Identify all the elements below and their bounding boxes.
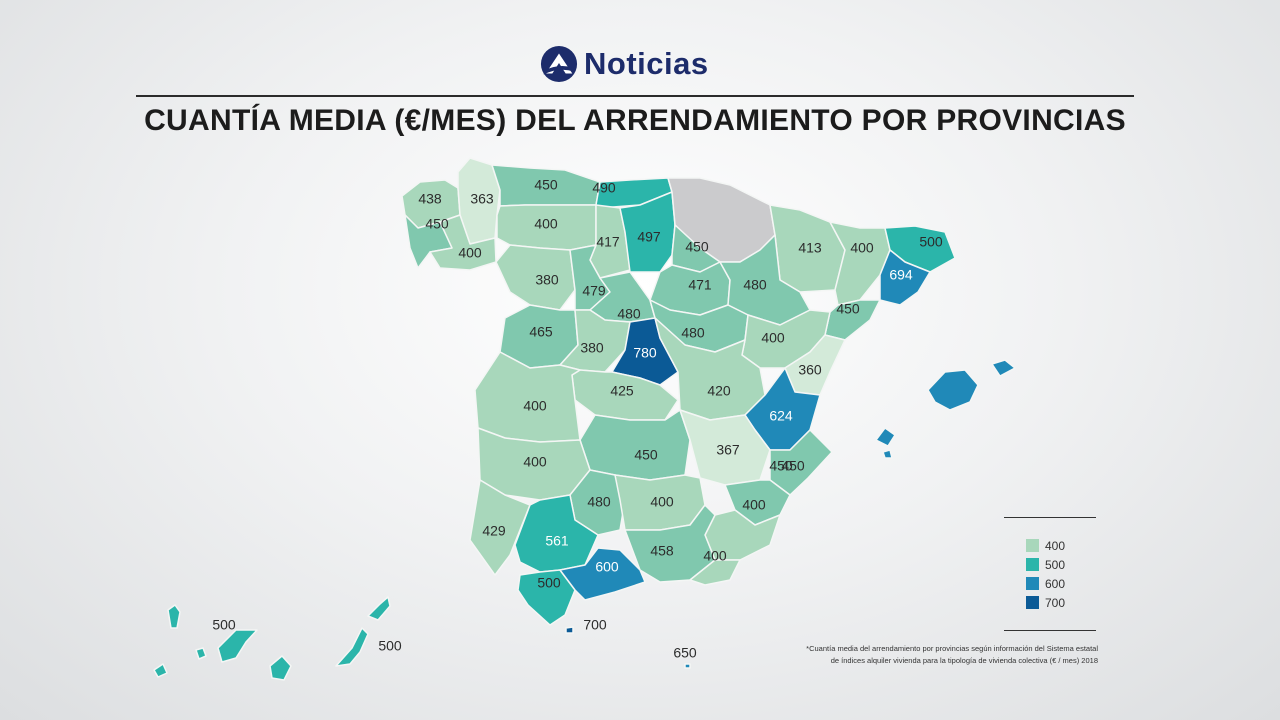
province-cadiz: [517, 569, 576, 626]
title-divider: [136, 95, 1134, 97]
island-lanzarote: [367, 596, 391, 621]
legend-swatch: [1026, 539, 1039, 552]
province-value-label: 624: [769, 408, 793, 424]
province-value-label: 429: [482, 523, 506, 539]
province-value-label: 471: [688, 277, 712, 293]
province-value-label: 480: [743, 277, 767, 293]
brand-name: Noticias: [584, 46, 709, 81]
legend-top-rule: [1004, 517, 1096, 518]
province-lugo: [457, 157, 501, 245]
province-value-label: 400: [458, 245, 482, 261]
island-tenerife: [217, 629, 258, 663]
province-value-label: 480: [681, 325, 705, 341]
province-value-label: 500: [919, 234, 943, 250]
island-la-palma: [167, 604, 181, 629]
legend-item: 500: [1026, 555, 1065, 574]
province-value-label: 420: [707, 383, 731, 399]
province-value-label: 400: [742, 497, 766, 513]
province-value-label: 400: [534, 216, 558, 232]
map-title: CUANTÍA MEDIA (€/MES) DEL ARRENDAMIENTO …: [144, 104, 1126, 137]
province-value-label: 450: [836, 301, 860, 317]
legend-swatch: [1026, 577, 1039, 590]
island-mallorca: [927, 369, 979, 411]
province-value-label: 450: [781, 458, 805, 474]
province-value-label: 363: [470, 191, 494, 207]
province-value-label: 360: [798, 362, 822, 378]
island-el-hierro: [153, 663, 168, 678]
province-value-label: 450: [534, 177, 558, 193]
legend-bottom-rule: [1004, 630, 1096, 631]
province-value-label: 694: [889, 267, 913, 283]
legend-item: 600: [1026, 574, 1065, 593]
legend-item: 700: [1026, 593, 1065, 612]
island-menorca: [991, 359, 1016, 377]
province-granada: [624, 504, 716, 583]
province-value-label: 490: [592, 180, 616, 196]
province-value-label: 450: [685, 239, 709, 255]
province-value-label: 400: [850, 240, 874, 256]
province-value-label: 465: [529, 324, 553, 340]
legend-label: 700: [1045, 595, 1066, 610]
province-value-label: 480: [617, 306, 641, 322]
province-value-label: 438: [418, 191, 442, 207]
province-value-label: 458: [650, 543, 674, 559]
province-value-label: 400: [703, 548, 727, 564]
brand-logo: Noticias: [540, 44, 740, 84]
island-ibiza: [875, 427, 896, 447]
island-formentera: [882, 449, 893, 459]
province-almeria-west: [689, 559, 741, 586]
province-albacete: [679, 409, 771, 486]
province-value-label: 450: [769, 458, 793, 474]
legend-label: 400: [1045, 538, 1066, 553]
province-value-label: 417: [596, 234, 620, 250]
island-la-gomera: [195, 647, 207, 660]
province-value-label: 400: [650, 494, 674, 510]
province-value-label: 650: [673, 645, 697, 661]
province-value-label: 480: [587, 494, 611, 510]
province-value-label: 380: [535, 272, 559, 288]
province-lleida: [829, 221, 891, 306]
province-value-label: 450: [634, 447, 658, 463]
antena3-logo-icon: [540, 45, 578, 83]
province-ourense: [429, 214, 497, 271]
province-ceuta: [565, 626, 574, 634]
province-value-label: 500: [212, 617, 236, 633]
province-avila: [559, 309, 631, 373]
legend: 400 500 600 700: [1026, 536, 1065, 612]
province-value-label: 425: [610, 383, 634, 399]
province-value-label: 497: [637, 229, 661, 245]
province-value-label: 413: [798, 240, 822, 256]
province-value-label: 367: [716, 442, 740, 458]
footnote-line: de índices alquiler vivienda para la tip…: [830, 656, 1098, 665]
province-value-label: 400: [523, 398, 547, 414]
legend-swatch: [1026, 558, 1039, 571]
footnote: *Cuantía media del arrendamiento por pro…: [690, 643, 1098, 667]
footnote-line: *Cuantía media del arrendamiento por pro…: [806, 644, 1098, 653]
province-ciudad-real: [579, 409, 691, 481]
province-value-label: 400: [761, 330, 785, 346]
legend-swatch: [1026, 596, 1039, 609]
province-value-label: 600: [595, 559, 619, 575]
province-value-label: 450: [425, 216, 449, 232]
province-toledo: [571, 369, 679, 421]
legend-item: 400: [1026, 536, 1065, 555]
province-value-label: 780: [633, 345, 657, 361]
province-value-label: 380: [580, 340, 604, 356]
island-gran-canaria: [269, 655, 292, 681]
province-value-label: 500: [378, 638, 402, 654]
province-barcelona: [879, 249, 931, 306]
province-value-label: 500: [537, 575, 561, 591]
province-huelva: [469, 479, 531, 576]
province-value-label: 561: [545, 533, 569, 549]
island-fuerteventura: [335, 627, 369, 667]
province-malaga: [559, 547, 646, 601]
legend-label: 600: [1045, 576, 1066, 591]
province-melilla: [684, 663, 691, 669]
province-value-label: 400: [523, 454, 547, 470]
legend-label: 500: [1045, 557, 1066, 572]
province-value-label: 700: [583, 617, 607, 633]
province-value-label: 479: [582, 283, 606, 299]
province-zaragoza: [719, 234, 811, 326]
